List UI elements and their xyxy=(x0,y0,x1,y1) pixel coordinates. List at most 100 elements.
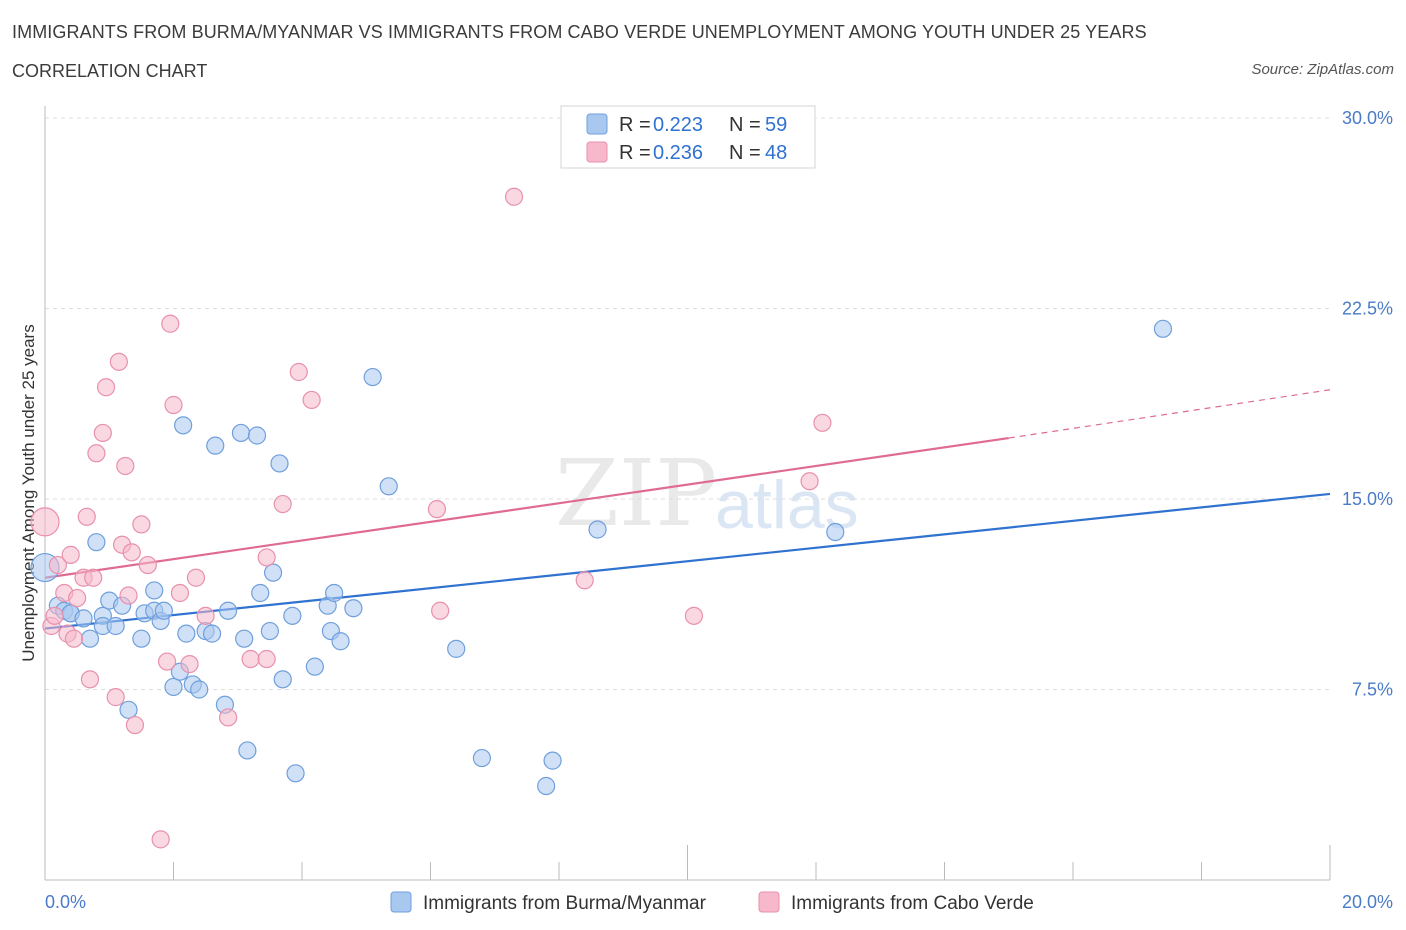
data-point-burma xyxy=(247,426,267,445)
data-point-burma xyxy=(543,751,562,770)
x-tick-label-min: 0.0% xyxy=(45,892,86,912)
trend-line-burma xyxy=(44,492,1331,630)
y-tick-label: 7.5% xyxy=(1352,680,1393,700)
trend-line-caboverde xyxy=(44,436,1009,579)
source-label: Source: ZipAtlas.com xyxy=(1251,61,1394,78)
data-point-caboverde xyxy=(80,670,100,689)
data-point-caboverde xyxy=(151,830,170,849)
trend-line-caboverde-extension xyxy=(1008,389,1331,439)
data-point-burma xyxy=(537,776,556,796)
data-point-burma xyxy=(305,657,324,676)
data-point-burma xyxy=(164,677,183,697)
data-point-caboverde xyxy=(196,606,215,625)
data-point-caboverde xyxy=(170,583,190,603)
data-point-burma xyxy=(270,454,289,473)
legend-r-label-pink: R = xyxy=(619,142,651,164)
data-point-caboverde xyxy=(109,352,128,371)
data-point-burma xyxy=(231,423,251,443)
data-point-caboverde xyxy=(84,568,103,587)
data-point-burma xyxy=(235,629,254,648)
data-point-burma xyxy=(263,563,283,582)
data-point-burma xyxy=(119,700,138,719)
data-point-caboverde xyxy=(30,507,60,537)
bottom-legend-swatch-pink xyxy=(758,891,780,913)
data-point-burma xyxy=(379,477,398,496)
data-point-caboverde xyxy=(684,606,704,625)
x-ticks xyxy=(44,845,1331,880)
data-point-burma xyxy=(286,764,305,783)
data-point-burma xyxy=(826,522,845,542)
y-tick-label: 15.0% xyxy=(1342,489,1393,509)
data-point-burma xyxy=(145,581,164,600)
data-point-caboverde xyxy=(257,649,276,669)
data-point-caboverde xyxy=(68,588,87,608)
data-point-caboverde xyxy=(219,708,238,727)
data-point-burma xyxy=(1153,319,1173,338)
data-point-caboverde xyxy=(61,545,80,564)
chart-title: IMMIGRANTS FROM BURMA/MYANMAR VS IMMIGRA… xyxy=(12,22,1147,42)
data-point-caboverde xyxy=(106,688,125,707)
data-point-burma xyxy=(283,606,302,625)
data-point-caboverde xyxy=(180,654,199,674)
data-point-burma xyxy=(80,629,100,648)
data-point-caboverde xyxy=(116,456,135,476)
data-point-caboverde xyxy=(96,378,116,397)
data-point-caboverde xyxy=(122,543,141,562)
data-point-caboverde xyxy=(302,390,321,410)
chart-subtitle: CORRELATION CHART xyxy=(12,61,208,81)
data-point-burma xyxy=(132,629,151,648)
bottom-legend-label-blue: Immigrants from Burma/Myanmar xyxy=(423,893,707,914)
y-axis-title: Unemployment Among Youth under 25 years xyxy=(19,324,38,661)
legend-swatch-pink xyxy=(586,141,608,163)
series-legend: Immigrants from Burma/Myanmar Immigrants… xyxy=(390,891,1034,914)
x-tick-label-max: 20.0% xyxy=(1342,892,1393,912)
legend-n-label-blue: N = xyxy=(729,114,761,136)
data-point-caboverde xyxy=(119,586,138,605)
data-point-caboverde xyxy=(64,629,84,648)
data-point-burma xyxy=(238,741,257,760)
data-point-burma xyxy=(331,632,350,651)
data-point-caboverde xyxy=(427,500,447,519)
y-tick-label: 30.0% xyxy=(1342,108,1393,128)
data-point-caboverde xyxy=(273,494,292,514)
data-point-caboverde xyxy=(48,555,67,575)
data-point-burma xyxy=(206,436,225,455)
bottom-legend-swatch-blue xyxy=(390,891,412,913)
data-point-burma xyxy=(202,624,222,643)
data-point-burma xyxy=(174,416,193,435)
series-caboverde-points xyxy=(30,187,832,849)
data-point-caboverde xyxy=(138,555,157,575)
y-tick-labels: 7.5% 15.0% 22.5% 30.0% xyxy=(1342,108,1393,700)
data-point-caboverde xyxy=(241,649,260,669)
data-point-burma xyxy=(447,639,466,658)
grid-lines xyxy=(45,117,1330,690)
data-point-caboverde xyxy=(164,395,183,415)
correlation-legend: R = 0.223 N = 59 R = 0.236 N = 48 xyxy=(560,105,816,169)
trend-lines xyxy=(44,389,1331,630)
data-point-caboverde xyxy=(161,314,180,333)
data-point-burma xyxy=(219,601,238,620)
legend-r-value-pink: 0.236 xyxy=(653,142,703,164)
data-point-burma xyxy=(190,680,209,699)
data-point-burma xyxy=(177,624,196,643)
data-point-burma xyxy=(363,367,382,387)
data-point-caboverde xyxy=(431,601,450,620)
data-point-burma xyxy=(472,748,491,768)
data-point-caboverde xyxy=(87,444,106,463)
legend-r-value-blue: 0.223 xyxy=(653,114,703,136)
data-point-caboverde xyxy=(132,515,151,534)
y-tick-label: 22.5% xyxy=(1342,299,1393,319)
data-point-caboverde xyxy=(257,548,276,567)
data-point-burma xyxy=(260,621,279,641)
legend-n-label-pink: N = xyxy=(729,142,761,164)
data-point-burma xyxy=(325,583,344,603)
data-point-caboverde xyxy=(504,187,524,206)
legend-n-value-pink: 48 xyxy=(765,142,787,164)
data-point-caboverde xyxy=(575,571,594,590)
data-point-caboverde xyxy=(157,652,177,671)
data-point-caboverde xyxy=(93,423,112,443)
data-point-burma xyxy=(273,670,292,689)
bottom-legend-label-pink: Immigrants from Cabo Verde xyxy=(791,893,1034,914)
data-point-burma xyxy=(74,609,93,628)
